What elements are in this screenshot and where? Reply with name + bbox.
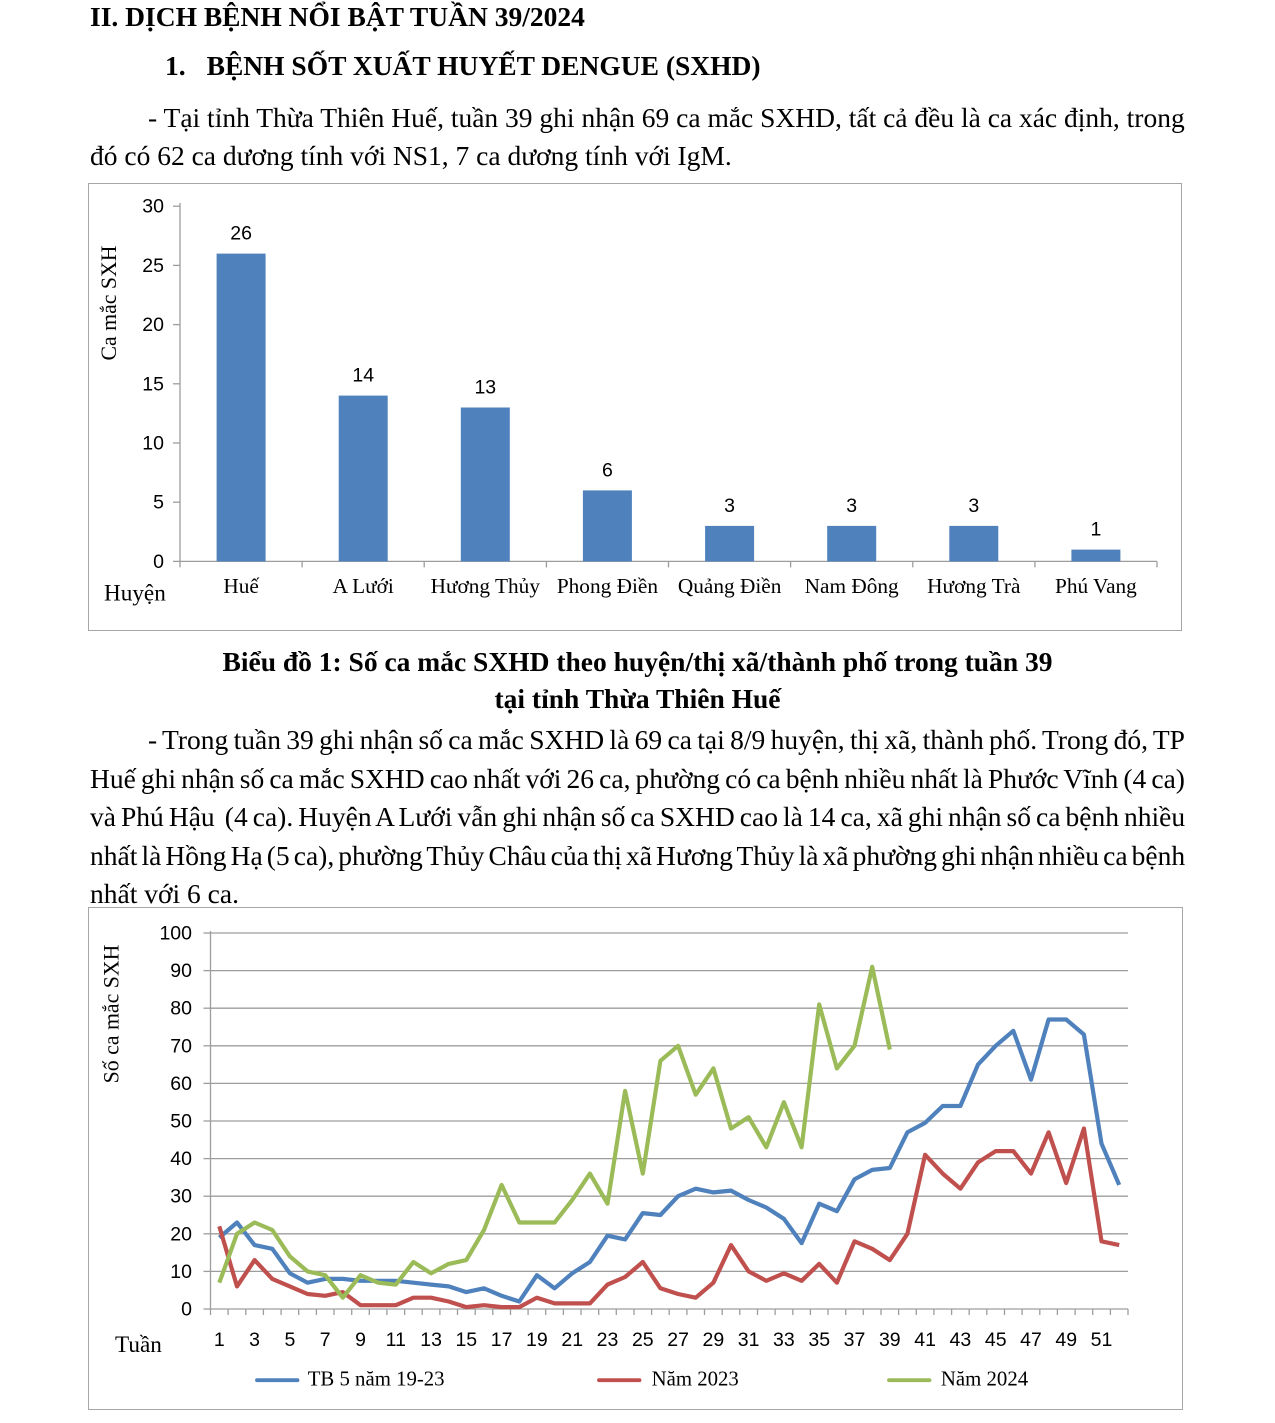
svg-text:45: 45 bbox=[985, 1329, 1007, 1351]
svg-text:10: 10 bbox=[170, 1261, 192, 1283]
svg-text:7: 7 bbox=[320, 1329, 331, 1351]
svg-text:19: 19 bbox=[526, 1329, 548, 1351]
svg-text:13: 13 bbox=[420, 1329, 442, 1351]
svg-text:Số ca mắc SXH: Số ca mắc SXH bbox=[100, 944, 124, 1083]
svg-text:9: 9 bbox=[355, 1329, 366, 1351]
svg-text:Ca mắc SXH: Ca mắc SXH bbox=[97, 245, 121, 360]
svg-text:60: 60 bbox=[170, 1073, 192, 1095]
svg-text:TB 5 năm 19-23: TB 5 năm 19-23 bbox=[308, 1368, 445, 1391]
svg-text:Tuần: Tuần bbox=[115, 1332, 162, 1358]
svg-text:50: 50 bbox=[170, 1111, 192, 1133]
svg-text:6: 6 bbox=[602, 459, 613, 481]
svg-text:39: 39 bbox=[879, 1329, 901, 1351]
svg-text:20: 20 bbox=[170, 1223, 192, 1245]
svg-text:1: 1 bbox=[214, 1329, 225, 1351]
svg-text:41: 41 bbox=[914, 1329, 936, 1351]
svg-text:3: 3 bbox=[846, 495, 857, 517]
svg-text:37: 37 bbox=[844, 1329, 866, 1351]
svg-text:80: 80 bbox=[170, 998, 192, 1020]
svg-text:Phú Vang: Phú Vang bbox=[1055, 574, 1137, 598]
svg-text:51: 51 bbox=[1091, 1329, 1113, 1351]
svg-text:90: 90 bbox=[170, 960, 192, 982]
svg-text:5: 5 bbox=[284, 1329, 295, 1351]
svg-text:15: 15 bbox=[455, 1329, 477, 1351]
svg-text:Hương Thủy: Hương Thủy bbox=[431, 574, 541, 598]
svg-text:11: 11 bbox=[386, 1329, 406, 1351]
svg-text:Năm 2024: Năm 2024 bbox=[941, 1368, 1029, 1391]
svg-text:Huế: Huế bbox=[223, 574, 259, 598]
svg-text:29: 29 bbox=[703, 1329, 725, 1351]
svg-text:Năm 2023: Năm 2023 bbox=[652, 1368, 739, 1391]
svg-text:100: 100 bbox=[159, 923, 192, 945]
svg-text:0: 0 bbox=[153, 551, 164, 573]
svg-text:43: 43 bbox=[950, 1329, 972, 1351]
svg-text:27: 27 bbox=[667, 1329, 689, 1351]
svg-text:Phong Điền: Phong Điền bbox=[557, 574, 659, 598]
svg-text:70: 70 bbox=[170, 1035, 192, 1057]
svg-text:30: 30 bbox=[170, 1186, 192, 1208]
svg-text:49: 49 bbox=[1055, 1329, 1077, 1351]
svg-text:15: 15 bbox=[142, 373, 164, 395]
svg-text:14: 14 bbox=[352, 365, 374, 387]
svg-text:33: 33 bbox=[773, 1329, 795, 1351]
svg-text:13: 13 bbox=[474, 377, 496, 399]
svg-text:1: 1 bbox=[1090, 519, 1101, 541]
svg-text:3: 3 bbox=[968, 495, 979, 517]
svg-text:3: 3 bbox=[724, 495, 735, 517]
svg-text:Quảng Điền: Quảng Điền bbox=[678, 574, 782, 598]
svg-text:30: 30 bbox=[142, 196, 164, 218]
svg-text:Hương Trà: Hương Trà bbox=[927, 574, 1021, 598]
svg-text:25: 25 bbox=[142, 255, 164, 277]
svg-text:21: 21 bbox=[561, 1329, 583, 1351]
svg-text:20: 20 bbox=[142, 314, 164, 336]
svg-text:26: 26 bbox=[230, 223, 252, 245]
svg-text:31: 31 bbox=[738, 1329, 760, 1351]
svg-text:Nam Đông: Nam Đông bbox=[805, 574, 899, 598]
svg-text:10: 10 bbox=[142, 433, 164, 455]
svg-text:3: 3 bbox=[249, 1329, 260, 1351]
svg-text:23: 23 bbox=[597, 1329, 619, 1351]
svg-text:40: 40 bbox=[170, 1148, 192, 1170]
svg-text:Huyện: Huyện bbox=[104, 581, 166, 607]
svg-text:5: 5 bbox=[153, 492, 164, 514]
svg-text:47: 47 bbox=[1020, 1329, 1042, 1351]
svg-text:25: 25 bbox=[632, 1329, 654, 1351]
svg-text:0: 0 bbox=[181, 1299, 192, 1321]
svg-text:A Lưới: A Lưới bbox=[333, 574, 394, 598]
svg-text:17: 17 bbox=[491, 1329, 513, 1351]
svg-text:35: 35 bbox=[808, 1329, 830, 1351]
